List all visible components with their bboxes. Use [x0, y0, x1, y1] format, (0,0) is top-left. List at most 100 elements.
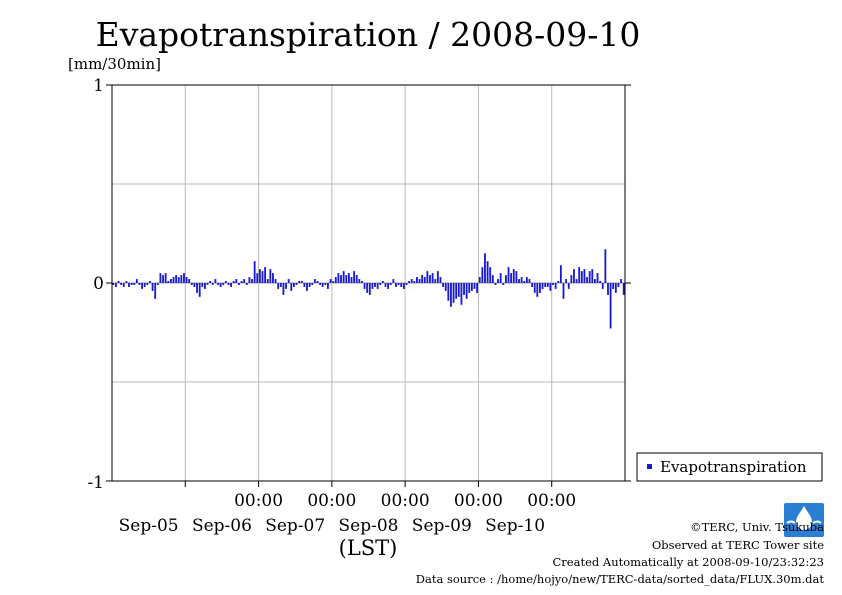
data-bar	[481, 267, 484, 283]
y-axis: 1 0 -1	[87, 76, 631, 493]
data-bar	[470, 283, 473, 291]
data-bar	[533, 283, 536, 293]
data-bar	[201, 283, 204, 287]
data-bar	[463, 283, 465, 295]
data-bar	[261, 271, 264, 283]
x-date-label: Sep-05	[119, 516, 179, 536]
data-bar	[193, 283, 196, 287]
data-bar	[379, 283, 382, 285]
data-bar	[321, 283, 324, 287]
data-bar	[465, 283, 468, 299]
data-bar	[363, 283, 366, 289]
data-bar	[442, 283, 445, 287]
data-bar	[198, 283, 201, 297]
data-bar	[601, 283, 604, 289]
data-bar	[447, 283, 450, 301]
x-date-label: Sep-06	[192, 516, 252, 536]
data-bar	[557, 281, 560, 283]
data-bar	[541, 283, 544, 289]
data-bar	[586, 277, 588, 283]
data-bar	[520, 277, 523, 283]
data-bar	[292, 283, 295, 287]
data-bar	[133, 283, 136, 285]
data-bar	[177, 277, 180, 283]
data-bar	[507, 267, 510, 283]
data-bar	[416, 277, 418, 283]
data-bar	[410, 279, 413, 283]
data-bar	[614, 283, 617, 293]
data-bar	[285, 283, 287, 289]
data-bar	[436, 271, 439, 283]
data-bar	[149, 281, 151, 283]
data-bar	[549, 283, 552, 291]
x-date-label: Sep-09	[412, 516, 472, 536]
data-bar	[387, 283, 390, 289]
data-bar	[235, 279, 238, 283]
chart-title: Evapotranspiration / 2008-09-10	[96, 15, 641, 54]
data-bar	[245, 283, 248, 285]
data-bar	[358, 279, 361, 283]
bar-series	[112, 249, 625, 329]
data-bar	[497, 279, 499, 283]
x-axis: 00:00 00:00 00:00 00:00 00:00 Sep-05 Sep-06 Sep…	[119, 481, 576, 536]
data-bar	[211, 283, 214, 285]
data-bar	[175, 275, 178, 283]
data-bar	[188, 279, 191, 283]
data-bar	[405, 283, 408, 285]
data-bar	[219, 283, 222, 287]
data-bar	[421, 275, 424, 283]
data-bar	[554, 283, 557, 289]
data-bar	[266, 279, 269, 283]
data-bar	[232, 281, 235, 283]
data-bar	[269, 269, 272, 283]
data-bar	[452, 283, 455, 303]
data-bar	[334, 277, 337, 283]
data-bar	[185, 277, 188, 283]
x-time-tick-label: 00:00	[454, 491, 503, 511]
data-bar	[298, 281, 301, 283]
data-bar	[164, 273, 167, 283]
data-bar	[525, 277, 528, 283]
data-bar	[290, 283, 293, 291]
data-bar	[395, 283, 397, 287]
data-bar	[578, 267, 581, 283]
terc-logo	[784, 503, 824, 537]
data-bar	[277, 283, 280, 289]
data-bar	[494, 283, 497, 285]
data-bar	[588, 271, 591, 283]
data-source-text: Data source : /home/hojyo/new/TERC-data/…	[415, 572, 824, 586]
data-bar	[156, 283, 159, 285]
data-bar	[607, 283, 609, 295]
data-bar	[253, 261, 256, 283]
data-bar	[169, 279, 172, 283]
data-bar	[203, 283, 206, 289]
data-bar	[376, 283, 379, 289]
data-bar	[476, 283, 479, 293]
data-bar	[227, 283, 230, 285]
x-time-tick-label: 00:00	[234, 491, 283, 511]
legend: Evapotranspiration	[636, 452, 823, 482]
data-bar	[612, 283, 615, 289]
data-bar	[332, 281, 335, 283]
terc-logo-waves	[786, 520, 822, 524]
data-bar	[319, 283, 321, 285]
data-bar	[539, 283, 541, 293]
data-bar	[604, 249, 607, 283]
copyright-text: ©TERC, Univ. Tsukuba	[690, 520, 824, 534]
data-bar	[112, 283, 115, 285]
data-bar	[580, 271, 583, 283]
data-bar	[468, 283, 471, 293]
data-bar	[272, 273, 274, 283]
data-bar	[248, 277, 251, 283]
data-bar	[146, 283, 149, 285]
data-bar	[418, 279, 421, 283]
data-bar	[502, 283, 505, 285]
created-text: Created Automatically at 2008-09-10/23:3…	[552, 555, 825, 569]
data-bar	[240, 281, 243, 283]
legend-marker	[647, 464, 652, 469]
data-bar	[337, 273, 340, 283]
data-bar	[214, 279, 217, 283]
x-date-label: Sep-08	[339, 516, 399, 536]
data-bar	[327, 283, 329, 289]
